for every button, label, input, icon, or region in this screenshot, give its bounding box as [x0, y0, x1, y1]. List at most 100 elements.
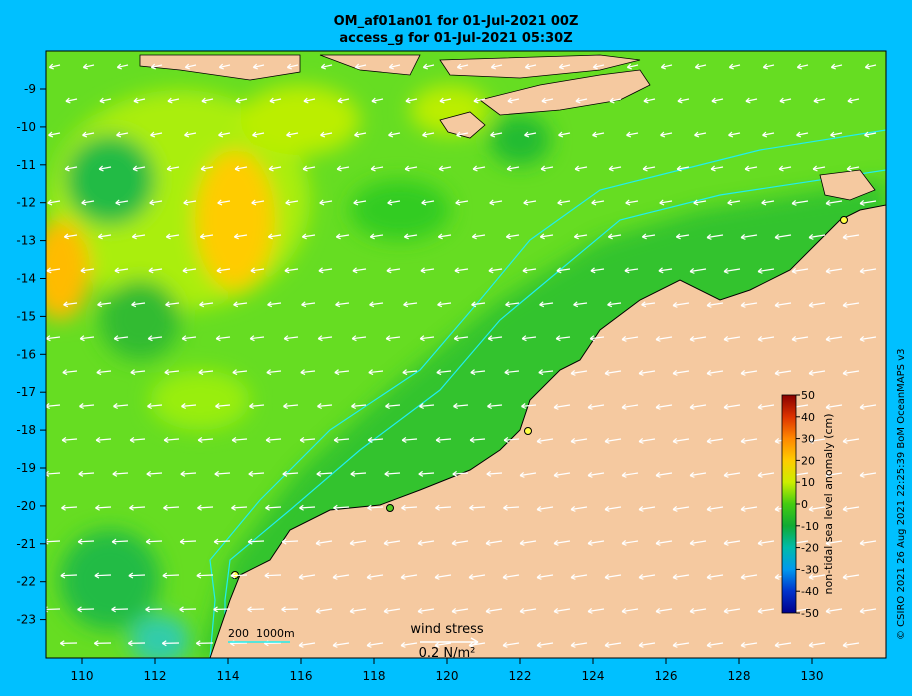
wind-arrow	[689, 540, 707, 545]
wind-arrowhead	[659, 199, 665, 206]
wind-arrowhead	[235, 97, 241, 104]
wind-arrowhead	[217, 199, 223, 206]
wind-arrowhead	[522, 267, 528, 274]
wind-arrowhead	[740, 369, 746, 376]
wind-arrow	[350, 472, 367, 475]
wind-arrowhead	[300, 369, 306, 376]
wind-arrowhead	[388, 63, 394, 70]
wind-arrow	[536, 438, 554, 443]
wind-arrow	[608, 234, 622, 238]
wind-arrowhead	[604, 573, 610, 580]
wind-arrow	[435, 506, 452, 509]
wind-arrow	[558, 132, 571, 136]
wind-arrow	[659, 200, 673, 204]
island-sumba	[439, 111, 486, 139]
wind-arrow	[298, 642, 316, 647]
wind-arrow	[387, 200, 401, 204]
wind-arrow	[574, 234, 588, 238]
wind-arrow	[521, 404, 537, 408]
wind-arrow	[587, 472, 605, 477]
wind-arrowhead	[268, 165, 274, 172]
wind-arrow	[366, 642, 384, 647]
wind-arrow	[608, 166, 622, 170]
wind-arrow	[808, 234, 826, 239]
wind-arrowhead	[147, 335, 153, 342]
wind-arrowhead	[455, 199, 461, 206]
wind-arrowhead	[111, 538, 117, 545]
wind-arrow	[388, 132, 401, 136]
wind-arrow	[417, 540, 435, 545]
wind-arrow	[473, 98, 486, 102]
wind-arrow	[522, 268, 537, 272]
wind-arrowhead	[706, 641, 712, 648]
wind-arrow	[81, 200, 95, 204]
y-tick-label: -10	[16, 120, 36, 134]
wind-arrow	[282, 540, 299, 543]
wind-arrowhead	[846, 165, 852, 172]
wind-arrowhead	[642, 165, 648, 172]
wind-arrowhead	[796, 131, 802, 138]
wind-arrowhead	[570, 505, 576, 512]
wind-arrowhead	[181, 335, 187, 342]
wind-arrowhead	[133, 97, 139, 104]
wind-arrow	[661, 64, 673, 69]
wind-arrow	[672, 506, 690, 511]
wind-arrowhead	[150, 63, 156, 70]
wind-arrow	[831, 64, 843, 69]
wind-arrowhead	[842, 233, 848, 240]
wind-arrow	[282, 472, 299, 475]
wind-arrow	[677, 98, 690, 102]
wind-arrow	[251, 200, 265, 204]
wind-arrowhead	[63, 233, 69, 240]
wind-arrowhead	[762, 131, 768, 138]
wind-arrow	[46, 540, 61, 543]
wind-arrowhead	[437, 233, 443, 240]
wind-arrow	[763, 64, 775, 69]
wind-arrowhead	[384, 470, 390, 477]
wind-arrow	[234, 166, 248, 170]
wind-arrow	[400, 574, 418, 579]
wind-arrow	[556, 336, 571, 340]
mainland	[209, 204, 886, 658]
wind-arrowhead	[437, 301, 443, 308]
wind-arrowhead	[197, 436, 203, 443]
wind-arrow	[352, 268, 367, 272]
wind-arrow	[491, 64, 503, 69]
wind-arrow	[642, 166, 656, 170]
wind-arrow	[164, 370, 180, 374]
wind-arrowhead	[401, 436, 407, 443]
wind-arrowhead	[655, 539, 661, 546]
wind-arrowhead	[264, 572, 270, 579]
wind-arrow	[215, 404, 231, 408]
map-field	[46, 51, 886, 658]
wind-arrowhead	[352, 267, 358, 274]
wind-arrowhead	[129, 436, 135, 443]
wind-arrowhead	[150, 131, 156, 138]
wind-arrow	[180, 472, 197, 475]
wind-arrow	[757, 336, 775, 341]
y-tick-label: -15	[16, 309, 36, 323]
wind-arrow	[574, 166, 588, 170]
wind-legend-arrowhead	[470, 637, 479, 647]
wind-arrow	[232, 370, 248, 374]
wind-arrowhead	[145, 606, 150, 613]
wind-arrowhead	[506, 165, 512, 172]
wind-arrow	[609, 98, 622, 102]
title-line-1: OM_af01an01 for 01-Jul-2021 00Z	[333, 14, 579, 29]
wind-arrow	[455, 200, 469, 204]
wind-arrowhead	[655, 471, 661, 478]
wind-arrow	[471, 302, 486, 306]
wind-arrow	[740, 370, 758, 375]
wind-arrowhead	[740, 301, 746, 308]
wind-arrow	[559, 64, 571, 69]
wind-arrowhead	[129, 504, 134, 511]
wind-arrow	[117, 64, 129, 69]
wind-arrow	[796, 132, 809, 136]
wind-arrowhead	[369, 233, 375, 240]
y-tick-label: -21	[16, 537, 36, 551]
wind-arrowhead	[47, 199, 53, 206]
wind-arrowhead	[79, 403, 84, 410]
wind-arrowhead	[349, 607, 355, 614]
wind-arrow	[269, 98, 282, 102]
wind-arrow	[723, 540, 741, 545]
